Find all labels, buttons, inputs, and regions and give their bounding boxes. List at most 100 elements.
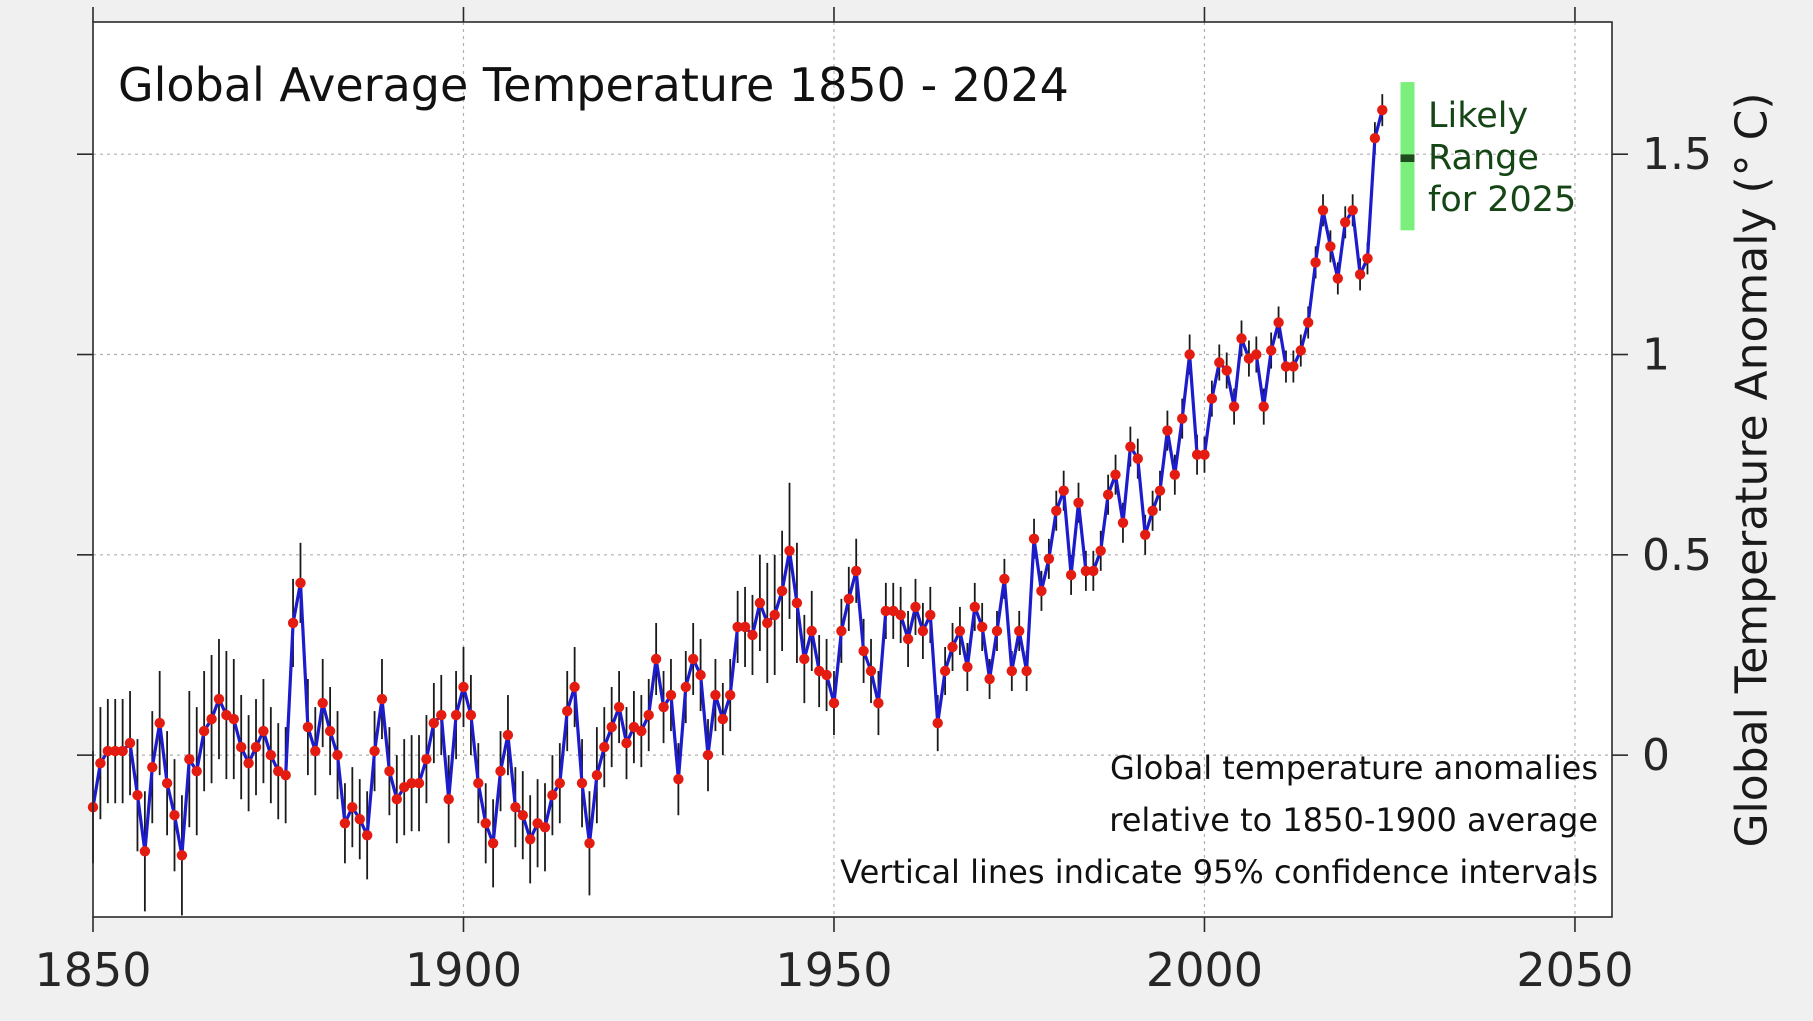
data-point bbox=[784, 545, 795, 556]
data-point bbox=[658, 701, 669, 713]
data-point bbox=[569, 681, 580, 693]
data-point bbox=[295, 577, 306, 589]
y-axis-title: Global Temperature Anomaly (° C) bbox=[1726, 92, 1778, 848]
data-point bbox=[450, 709, 462, 721]
data-point bbox=[1310, 257, 1321, 268]
data-point bbox=[665, 689, 677, 701]
data-point bbox=[310, 745, 321, 757]
data-point bbox=[739, 621, 751, 633]
data-point bbox=[1095, 545, 1106, 556]
data-point bbox=[1043, 553, 1055, 564]
data-point bbox=[806, 625, 817, 637]
data-point bbox=[547, 790, 558, 801]
data-point bbox=[436, 709, 447, 721]
data-point bbox=[1362, 253, 1373, 264]
data-point bbox=[110, 745, 121, 757]
data-point bbox=[702, 749, 714, 761]
data-point bbox=[688, 653, 699, 665]
data-point bbox=[184, 754, 195, 765]
data-point bbox=[413, 778, 425, 789]
data-point bbox=[1191, 449, 1203, 460]
data-point bbox=[458, 681, 469, 693]
data-point bbox=[206, 713, 217, 725]
data-point bbox=[910, 601, 921, 613]
data-point bbox=[939, 665, 951, 677]
data-point bbox=[1206, 393, 1218, 404]
data-point bbox=[154, 717, 165, 729]
data-point bbox=[591, 770, 603, 781]
likely-range-label: Likely Range for 2025 bbox=[1428, 95, 1576, 221]
data-point bbox=[836, 625, 847, 637]
data-point bbox=[762, 617, 773, 629]
data-point bbox=[525, 834, 536, 845]
data-point bbox=[169, 810, 180, 821]
data-point bbox=[250, 741, 262, 753]
data-point bbox=[776, 585, 788, 597]
data-point bbox=[725, 689, 736, 701]
data-point bbox=[1325, 241, 1336, 252]
x-tick-label: 1950 bbox=[775, 943, 892, 997]
annotation-line3: Vertical lines indicate 95% confidence i… bbox=[840, 853, 1598, 891]
x-tick-label: 1850 bbox=[34, 943, 151, 997]
data-point bbox=[132, 790, 143, 801]
data-point bbox=[1221, 365, 1232, 376]
data-point bbox=[1058, 485, 1069, 496]
data-point bbox=[695, 669, 706, 681]
data-point bbox=[710, 689, 721, 701]
data-point bbox=[821, 669, 832, 681]
data-point bbox=[147, 762, 158, 773]
data-point bbox=[287, 617, 299, 629]
data-point bbox=[465, 709, 477, 721]
data-point bbox=[236, 741, 247, 753]
data-point bbox=[732, 621, 743, 633]
data-point bbox=[873, 697, 884, 709]
y-tick-labels: 0 0.5 1 1.5 bbox=[1642, 129, 1712, 781]
data-point bbox=[584, 838, 595, 849]
data-point bbox=[902, 633, 914, 645]
data-point bbox=[539, 822, 551, 833]
data-point bbox=[362, 830, 373, 841]
plot-area bbox=[93, 22, 1612, 917]
data-point bbox=[332, 749, 343, 761]
data-point bbox=[791, 597, 803, 609]
y-tick-label: 1 bbox=[1642, 330, 1670, 381]
data-point bbox=[258, 725, 269, 737]
data-point bbox=[747, 629, 758, 641]
x-tick-label: 1900 bbox=[405, 943, 522, 997]
data-point bbox=[954, 625, 966, 637]
data-point bbox=[443, 794, 454, 805]
data-point bbox=[1006, 665, 1017, 677]
x-tick-label: 2050 bbox=[1516, 943, 1633, 997]
data-point bbox=[1073, 497, 1084, 508]
data-point bbox=[1184, 349, 1195, 360]
data-point bbox=[1014, 625, 1025, 637]
data-point bbox=[680, 681, 691, 693]
data-point bbox=[480, 818, 491, 829]
data-point bbox=[1369, 133, 1381, 144]
data-point bbox=[117, 745, 128, 757]
data-point bbox=[613, 701, 625, 713]
data-point bbox=[1258, 401, 1269, 412]
data-point bbox=[124, 737, 136, 749]
data-point bbox=[487, 838, 499, 849]
data-point bbox=[1169, 469, 1181, 480]
data-point bbox=[406, 778, 417, 789]
data-point bbox=[139, 846, 151, 857]
data-point bbox=[1140, 529, 1151, 540]
data-point bbox=[643, 709, 654, 721]
data-point bbox=[991, 625, 1003, 637]
data-point bbox=[1051, 505, 1062, 516]
data-point bbox=[1377, 104, 1388, 116]
data-point bbox=[925, 609, 936, 621]
data-point bbox=[324, 725, 336, 737]
data-point bbox=[717, 713, 728, 725]
data-point bbox=[984, 673, 995, 685]
likely-range-label-line3: for 2025 bbox=[1428, 180, 1577, 220]
data-point bbox=[354, 814, 365, 825]
data-point bbox=[865, 665, 877, 677]
chart-annotation: Global temperature anomalies relative to… bbox=[840, 742, 1598, 898]
data-point bbox=[391, 794, 402, 805]
data-point bbox=[1147, 505, 1158, 516]
